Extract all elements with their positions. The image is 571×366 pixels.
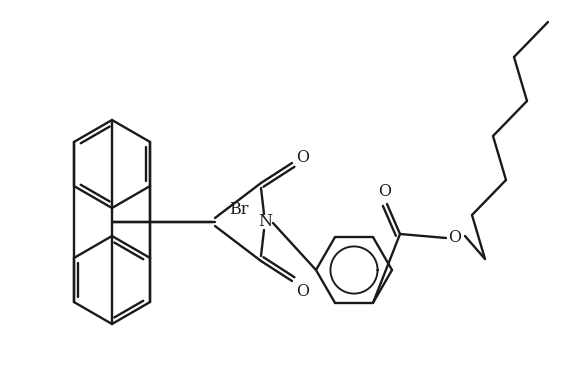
Text: Br: Br bbox=[229, 202, 248, 219]
Text: O: O bbox=[296, 283, 309, 299]
Text: O: O bbox=[296, 149, 309, 167]
Text: O: O bbox=[379, 183, 392, 201]
Text: N: N bbox=[258, 213, 272, 231]
Text: O: O bbox=[448, 229, 461, 246]
